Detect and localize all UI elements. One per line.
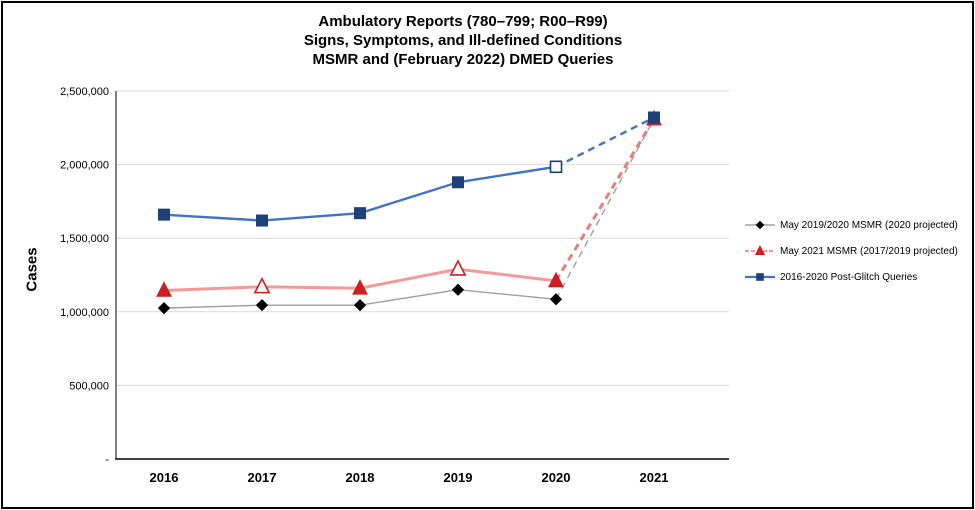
chart-title-line3: MSMR and (February 2022) DMED Queries — [312, 51, 614, 68]
y-axis-title: Cases — [23, 247, 41, 292]
plot-area: - 500,000 1,000,000 1,500,000 2,000,000 2,500… — [60, 86, 729, 485]
y-tick-label: 2,000,000 — [60, 160, 109, 172]
diamond-marker — [157, 302, 171, 315]
diamond-marker — [755, 220, 765, 230]
square-marker — [756, 273, 764, 281]
x-tick-label: 2016 — [150, 470, 179, 485]
square-marker — [648, 111, 660, 124]
triangle-marker — [449, 259, 467, 276]
x-tick-label: 2017 — [248, 470, 277, 485]
legend-label: May 2021 MSMR (2017/2019 projected) — [780, 245, 958, 257]
square-marker — [354, 207, 366, 220]
diamond-marker — [255, 299, 269, 312]
legend-item: 2016-2020 Post-Glitch Queries — [744, 270, 958, 284]
square-marker — [158, 208, 170, 221]
y-tick-label: 1,500,000 — [60, 233, 109, 245]
x-tick-label: 2018 — [346, 470, 375, 485]
series-line-projected — [554, 118, 656, 282]
diamond-marker — [451, 283, 465, 296]
y-tick-label: - — [105, 454, 109, 466]
series-line-projected — [555, 116, 655, 168]
triangle-marker — [253, 276, 271, 294]
triangle-marker — [754, 245, 766, 256]
square-marker — [452, 176, 464, 189]
legend-label: 2016-2020 Post-Glitch Queries — [780, 271, 918, 283]
square-marker — [256, 214, 268, 227]
chart-title: Ambulatory Reports (780–799; R00–R99) Si… — [113, 12, 813, 69]
y-tick-label: 2,500,000 — [60, 86, 109, 98]
triangle-marker — [548, 271, 564, 288]
triangle-marker — [352, 279, 368, 295]
y-tick-label: 1,000,000 — [60, 307, 109, 319]
chart-title-line2: Signs, Symptoms, and Ill-defined Conditi… — [303, 32, 623, 49]
series-line-projected — [555, 118, 655, 300]
x-tick-label: 2020 — [542, 470, 571, 485]
x-tick-label: 2021 — [640, 470, 669, 485]
triangle-marker — [156, 281, 172, 297]
legend-label: May 2019/2020 MSMR (2020 projected) — [780, 219, 958, 231]
legend-item: May 2021 MSMR (2017/2019 projected) — [744, 244, 958, 258]
x-tick-label: 2019 — [444, 470, 473, 485]
legend-swatch — [745, 245, 775, 256]
legend-swatch — [745, 273, 775, 281]
square-marker — [549, 160, 563, 174]
diamond-marker — [353, 299, 367, 312]
legend: May 2019/2020 MSMR (2020 projected) May 2… — [744, 218, 958, 296]
diamond-marker — [549, 293, 563, 306]
legend-swatch — [745, 220, 775, 230]
legend-item: May 2019/2020 MSMR (2020 projected) — [744, 218, 958, 232]
y-tick-label: 500,000 — [69, 380, 109, 392]
chart-title-line1: Ambulatory Reports (780–799; R00–R99) — [318, 13, 608, 30]
